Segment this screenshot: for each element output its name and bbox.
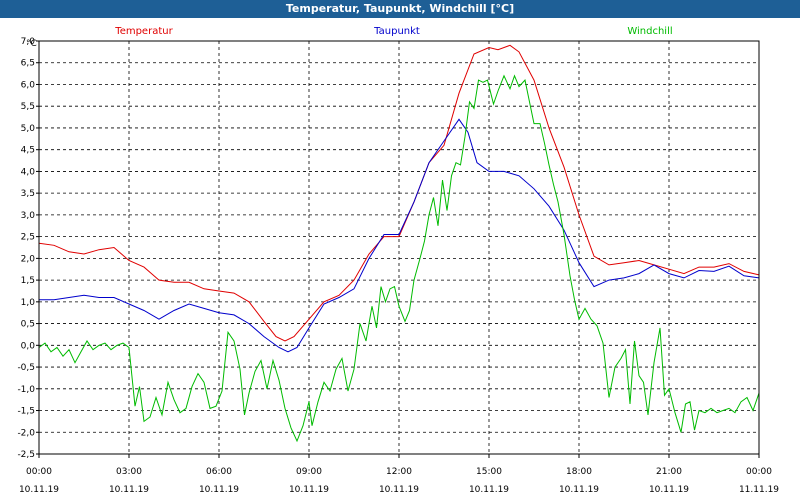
y-tick-label: 2,0 [21,254,36,264]
y-tick-label: -1,0 [17,385,35,395]
x-tick-time-label: 06:00 [206,467,232,477]
y-tick-label: 2,5 [21,233,35,243]
legend-entry-windchill: Windchill [627,26,672,37]
x-tick-time-label: 00:00 [746,467,772,477]
series-group [38,44,760,443]
x-tick-date-label: 10.11.19 [289,485,329,495]
y-tick-label: 1,5 [21,276,35,286]
x-tick-date-label: 10.11.19 [559,485,599,495]
y-tick-label: 3,0 [21,211,36,221]
chart-title: Temperatur, Taupunkt, Windchill [°C] [0,0,800,18]
x-tick-time-label: 12:00 [386,467,412,477]
y-tick-label: 6,0 [21,80,36,90]
x-tick-time-label: 15:00 [476,467,502,477]
y-tick-label: 4,5 [21,146,35,156]
y-axis: 7,0 6,5 6,0 5,5 5,0 4,5 4,0 3,5 3,0 2,5 2,0 1,5 1,0 0… [17,37,39,460]
y-axis-unit-label: °C [26,39,37,49]
x-tick-date-label: 10.11.19 [109,485,149,495]
x-tick-date-label: 11.11.19 [739,485,779,495]
y-tick-label: 7,0 [21,37,36,47]
legend-entry-temperatur: Temperatur [114,26,173,37]
x-tick-time-label: 09:00 [296,467,322,477]
x-tick-date-label: 10.11.19 [379,485,419,495]
plot-frame [38,40,760,455]
y-tick-label: 6,5 [21,59,35,69]
y-tick-label: 1,0 [21,298,36,308]
x-tick-time-label: 18:00 [566,467,592,477]
x-tick-date-label: 10.11.19 [469,485,509,495]
series-line-windchill [38,74,760,443]
x-tick-date-label: 10.11.19 [199,485,239,495]
line-chart: 7,0 6,5 6,0 5,5 5,0 4,5 4,0 3,5 3,0 2,5 2,0 1,5 1,0 0… [17,26,779,495]
y-tick-label: -0,5 [17,363,35,373]
legend-entry-taupunkt: Taupunkt [373,26,420,37]
y-tick-label: 5,5 [21,102,35,112]
series-line-temperatur [38,44,760,342]
series-line-taupunkt [39,118,760,353]
y-tick-label: 0,5 [21,320,35,330]
x-tick-date-label: 10.11.19 [649,485,689,495]
legend: Temperatur Taupunkt Windchill [114,26,672,37]
y-tick-label: 0,0 [21,341,36,351]
y-tick-label: 5,0 [21,124,36,134]
x-tick-time-label: 03:00 [116,467,142,477]
x-tick-date-label: 10.11.19 [19,485,59,495]
y-tick-label: 4,0 [21,167,36,177]
y-tick-label: 3,5 [21,189,35,199]
y-tick-label: -1,5 [17,407,35,417]
y-tick-label: -2,5 [17,450,35,460]
x-tick-time-label: 00:00 [26,467,52,477]
x-axis: 00:00 10.11.19 03:00 10.11.19 06:00 10.11.19 0… [19,454,779,495]
x-tick-time-label: 21:00 [656,467,682,477]
y-tick-label: -2,0 [17,428,35,438]
